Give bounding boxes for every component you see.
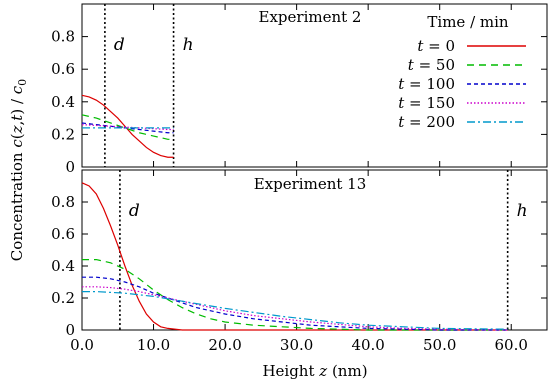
x-tick-label: 60.0 (495, 336, 528, 354)
legend-label: t = 0 (417, 37, 455, 55)
legend-label: t = 150 (398, 94, 455, 112)
series-line-t200 (82, 291, 508, 330)
y-tick-label: 0.4 (51, 93, 75, 111)
y-tick-label: 0.2 (51, 125, 75, 143)
x-tick-label: 20.0 (208, 336, 241, 354)
marker-label-h: h (183, 35, 194, 55)
marker-label-d: d (114, 35, 125, 55)
y-tick-label: 0.4 (51, 257, 75, 275)
series-line-t0 (81, 94, 174, 158)
series-line-t100 (81, 122, 174, 134)
panel-title: Experiment 2 (259, 8, 362, 26)
x-tick-label: 40.0 (351, 336, 384, 354)
panel-title: Experiment 13 (254, 175, 367, 193)
series-line-t50 (82, 259, 508, 331)
series-line-t150 (82, 286, 508, 331)
series-line-t0 (81, 182, 508, 331)
plot-frame (81, 3, 548, 168)
y-tick-label: 0.6 (51, 60, 75, 78)
panel-experiment-13: Experiment 13 0 0.2 0.4 0.6 0.8 0.0 10.0 20.0 30… (51, 169, 548, 354)
marker-label-d: d (129, 201, 140, 221)
legend-label: t = 100 (398, 75, 455, 93)
series-line-t100 (82, 276, 508, 331)
y-tick-label: 0.8 (51, 193, 75, 211)
legend-title: Time / min (427, 13, 509, 31)
x-tick-label: 50.0 (423, 336, 456, 354)
y-tick-label: 0.2 (51, 289, 75, 307)
x-tick-label: 30.0 (280, 336, 313, 354)
series-line-t50 (81, 114, 174, 140)
x-tick-label: 10.0 (137, 336, 170, 354)
y-tick-label: 0 (65, 158, 75, 176)
y-axis-title: Concentration c(z,t) / c0 (8, 79, 29, 261)
legend-label: t = 50 (408, 56, 455, 74)
x-tick-label: 0.0 (70, 336, 94, 354)
legend-label: t = 200 (398, 113, 455, 131)
y-tick-label: 0.8 (51, 28, 75, 46)
x-axis-title: Height z (nm) (262, 362, 367, 380)
panel-experiment-2: Experiment 2 0 0.2 0.4 0.6 0.8 d h (51, 3, 548, 176)
y-tick-label: 0 (65, 321, 75, 339)
marker-label-h: h (517, 201, 528, 221)
y-tick-label: 0.6 (51, 225, 75, 243)
